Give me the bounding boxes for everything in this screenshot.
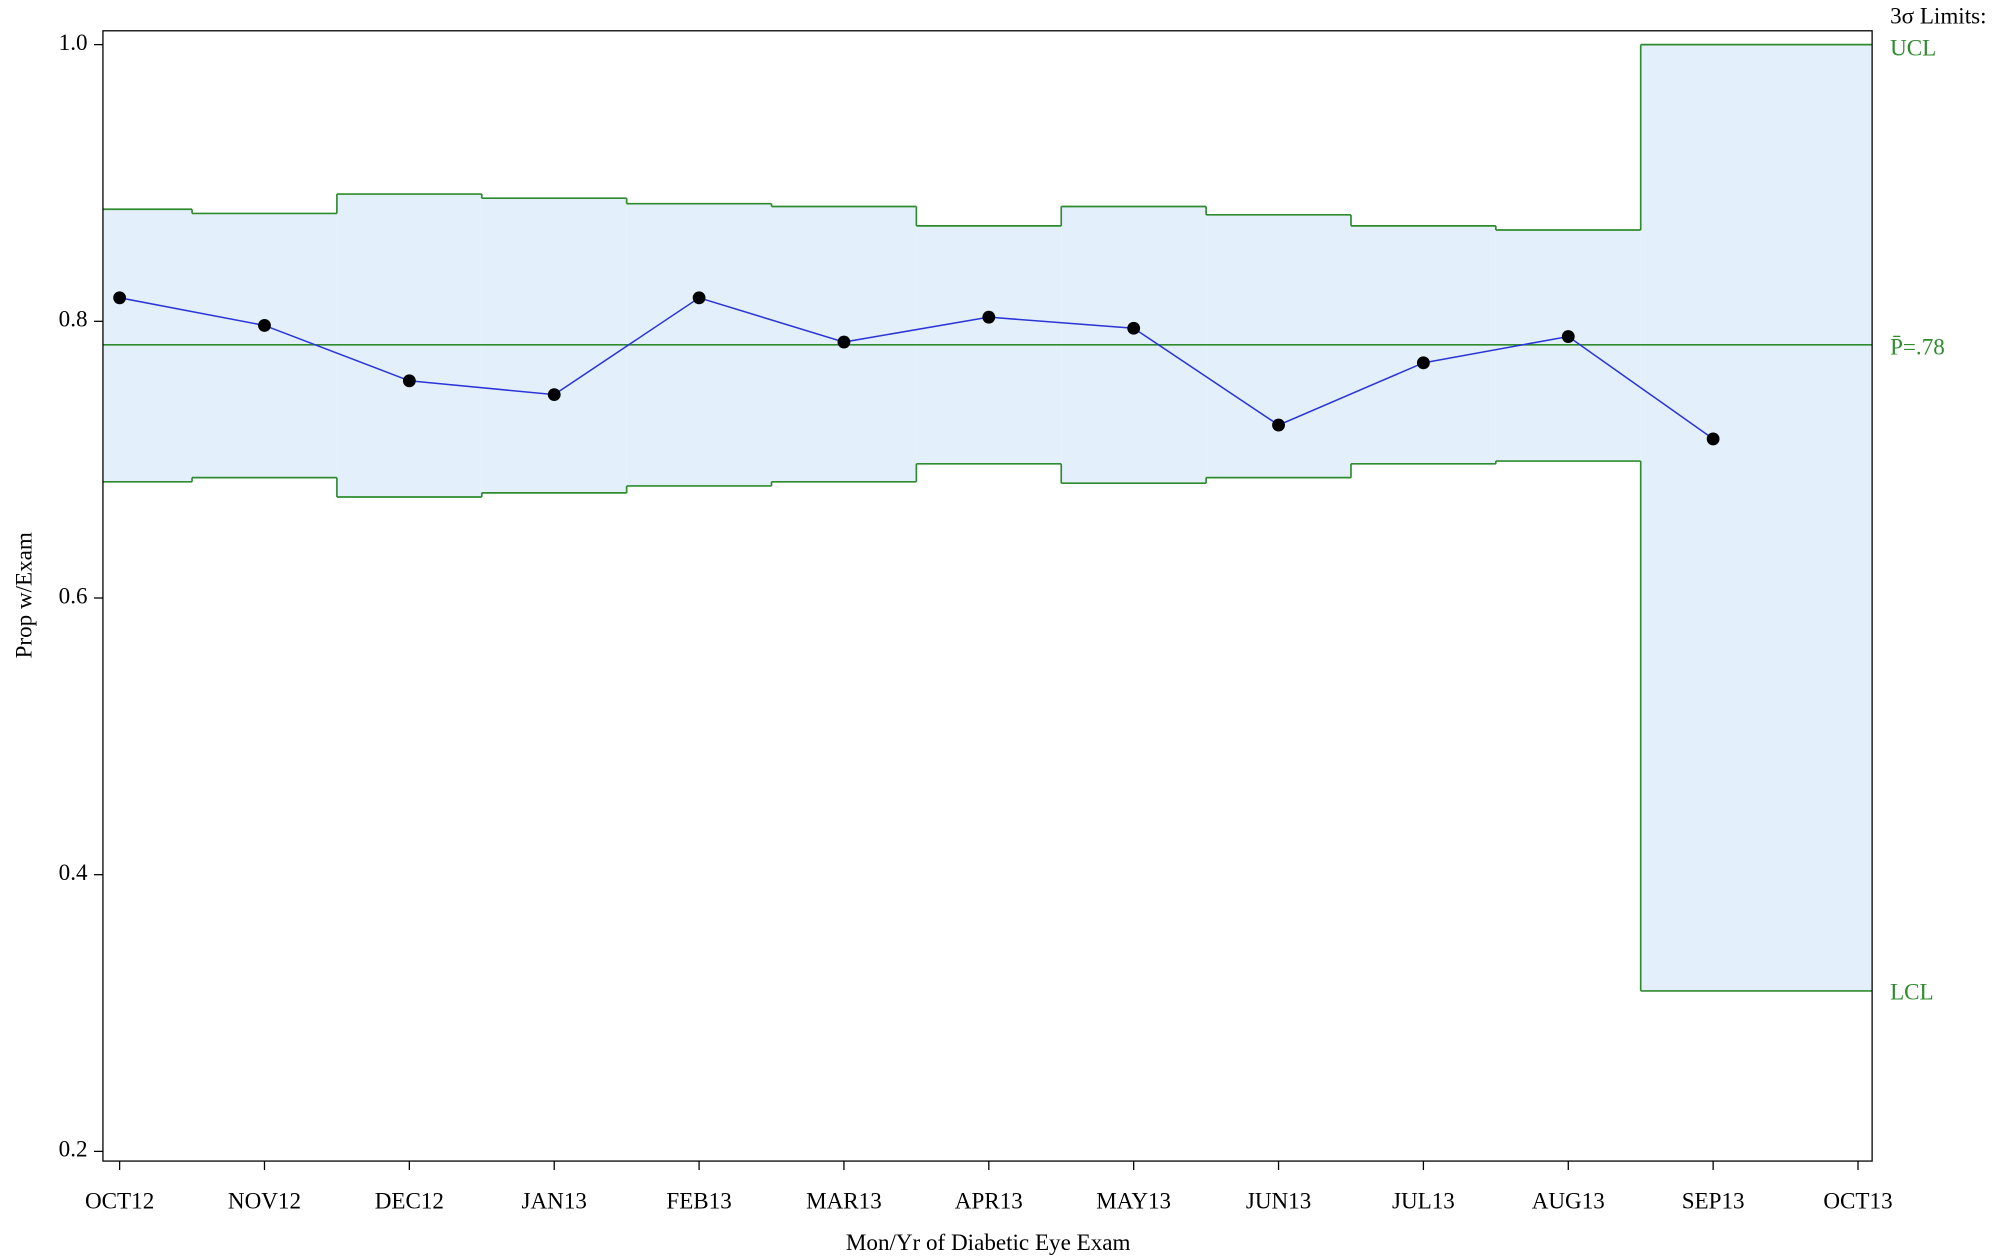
- x-tick-label: MAR13: [806, 1188, 882, 1214]
- data-point: [1272, 418, 1285, 432]
- x-tick-label: JUN13: [1246, 1188, 1311, 1214]
- x-tick-label: APR13: [955, 1188, 1023, 1214]
- limits-label: 3σ Limits:: [1890, 2, 1986, 28]
- data-point: [1127, 321, 1141, 335]
- y-tick-label: 0.2: [59, 1136, 88, 1162]
- data-point: [1561, 330, 1575, 343]
- x-tick-label: NOV12: [228, 1188, 301, 1214]
- data-line: [119, 296, 1714, 440]
- ucl-label: UCL: [1890, 34, 1936, 60]
- control-band: [1640, 44, 1873, 991]
- center-label: P̄=.78: [1890, 333, 1945, 359]
- data-point: [837, 335, 851, 349]
- control-band: [1206, 214, 1351, 478]
- x-tick-label: DEC12: [375, 1188, 444, 1214]
- data-point: [692, 291, 706, 305]
- x-tick-label: FEB13: [666, 1188, 731, 1214]
- data-point: [1706, 432, 1720, 446]
- data-point: [402, 374, 416, 388]
- x-tick-label: AUG13: [1532, 1188, 1605, 1214]
- x-axis-label: Mon/Yr of Diabetic Eye Exam: [846, 1229, 1131, 1255]
- y-tick-label: 0.8: [59, 306, 88, 332]
- data-point: [258, 319, 271, 332]
- x-tick-label: MAY13: [1096, 1188, 1171, 1214]
- lcl-label: LCL: [1890, 979, 1934, 1005]
- y-axis-label: Prop w/Exam: [10, 532, 36, 658]
- y-tick-label: 1.0: [59, 29, 88, 55]
- x-tick-label: JAN13: [522, 1188, 587, 1214]
- data-point: [113, 291, 127, 305]
- data-point: [1416, 356, 1430, 370]
- x-tick-label: OCT12: [85, 1188, 154, 1214]
- x-tick-label: SEP13: [1682, 1188, 1745, 1214]
- x-tick-label: JUL13: [1392, 1188, 1455, 1214]
- data-point: [547, 388, 561, 402]
- y-tick-label: 0.4: [59, 859, 88, 885]
- y-tick-label: 0.6: [59, 582, 88, 608]
- x-tick-label: OCT13: [1823, 1188, 1892, 1214]
- data-point: [982, 310, 996, 324]
- plot-frame: [102, 30, 1873, 1162]
